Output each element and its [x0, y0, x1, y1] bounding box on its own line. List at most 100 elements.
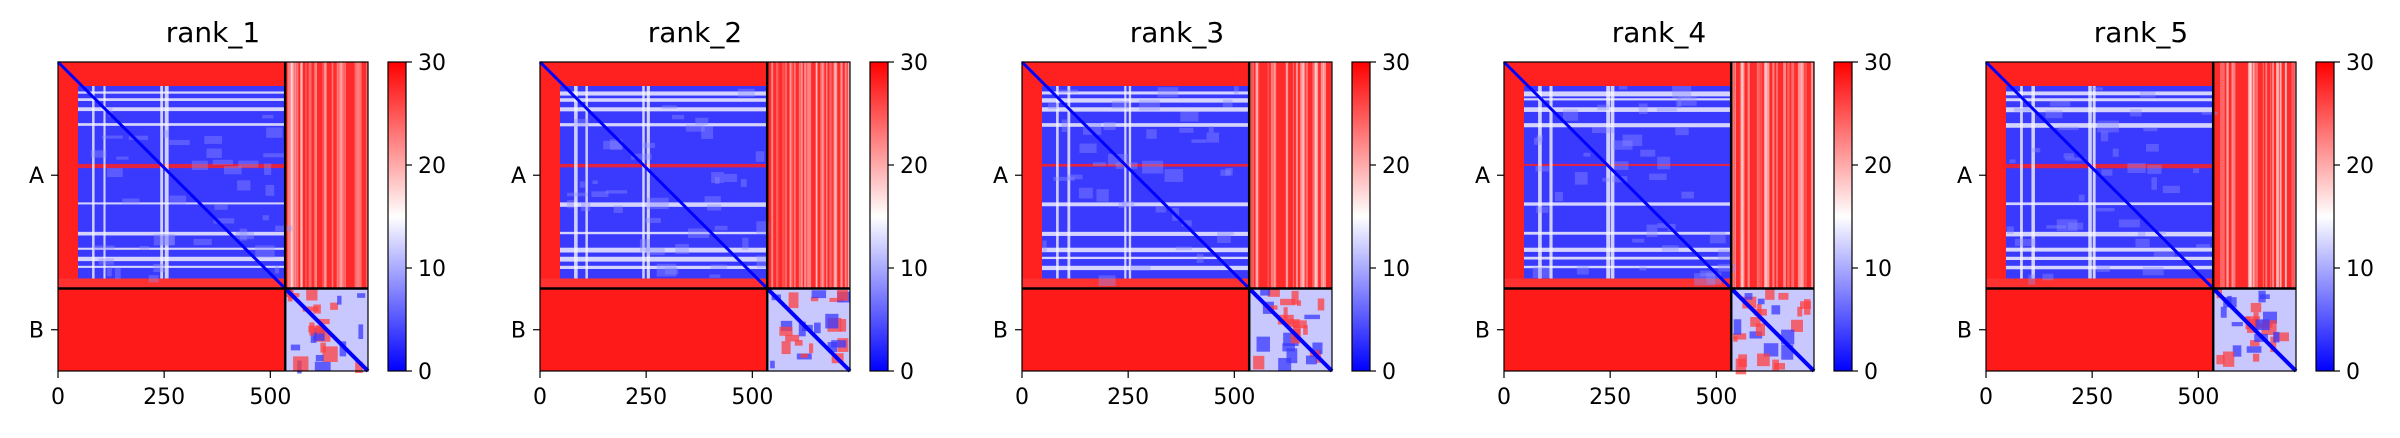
heatmap-panel: rank_3 0 250 500 A B 0 10 20 30 — [993, 16, 1410, 410]
texture-speckle — [2063, 153, 2074, 158]
x-tick-label: 500 — [1695, 385, 1737, 410]
texture-speckle — [1733, 319, 1742, 335]
texture-speckle — [2100, 131, 2109, 142]
texture-stripe — [1767, 62, 1770, 289]
colorbar-tick-label: 10 — [900, 257, 928, 282]
texture-stripe — [1305, 62, 1308, 289]
heatmap-panel: rank_4 0 250 500 A B 0 10 20 30 — [1475, 16, 1892, 410]
texture-row — [1524, 231, 1732, 235]
texture-column — [2088, 86, 2092, 279]
texture-speckle — [829, 297, 844, 302]
texture-speckle — [1681, 191, 1694, 199]
texture-stripe — [315, 62, 317, 289]
texture-speckle — [685, 124, 705, 132]
texture-speckle — [358, 324, 364, 340]
texture-row — [1042, 107, 1250, 112]
x-tick-label: 250 — [1589, 385, 1631, 410]
texture-speckle — [116, 156, 129, 160]
texture-row — [1042, 265, 1250, 271]
texture-stripe — [340, 62, 342, 289]
diagonal-B — [765, 287, 852, 373]
y-tick-label: B — [993, 319, 1008, 344]
texture-speckle — [675, 243, 689, 255]
texture-speckle — [264, 163, 272, 175]
texture-speckle — [1139, 99, 1160, 111]
texture-speckle — [800, 353, 809, 358]
texture-stripe — [829, 62, 831, 289]
texture-speckle — [1265, 305, 1278, 310]
texture-speckle — [2137, 231, 2146, 237]
texture-speckle — [1283, 307, 1288, 322]
texture-speckle — [642, 142, 655, 149]
texture-column — [574, 86, 578, 279]
texture-row — [78, 91, 286, 94]
texture-stripe — [290, 62, 293, 289]
texture-speckle — [2249, 340, 2260, 347]
texture-speckle — [2142, 266, 2164, 276]
texture-row — [1042, 163, 1250, 167]
texture-speckle — [191, 160, 208, 171]
axes-frame — [57, 61, 369, 372]
diagonal-B — [1247, 287, 1334, 373]
texture-speckle — [238, 160, 259, 168]
heatmap-panel: rank_1 0 250 500 A B 0 10 20 30 — [29, 16, 446, 410]
texture-speckle — [566, 200, 574, 209]
colorbar-tick-label: 0 — [2346, 360, 2360, 385]
texture-speckle — [2196, 244, 2210, 249]
texture-speckle — [302, 306, 319, 312]
texture-stripe — [784, 62, 788, 289]
texture-speckle — [839, 319, 847, 332]
x-tick-label: 0 — [1497, 385, 1511, 410]
texture-speckle — [1757, 303, 1762, 315]
texture-speckle — [1778, 292, 1789, 300]
y-tick-label: A — [1475, 164, 1490, 189]
texture-speckle — [314, 361, 331, 372]
texture-stripe — [2220, 62, 2223, 289]
texture-speckle — [715, 176, 720, 184]
texture-stripe — [1811, 62, 1813, 289]
texture-column — [2092, 86, 2096, 279]
x-tick-label: 250 — [143, 385, 185, 410]
texture-speckle — [2091, 87, 2103, 91]
texture-speckle — [603, 140, 623, 150]
texture-stripe — [2284, 62, 2287, 289]
texture-speckle — [1576, 265, 1589, 275]
texture-speckle — [665, 267, 679, 275]
texture-stripe — [1320, 62, 1324, 289]
texture-stripe — [1734, 62, 1736, 289]
texture-speckle — [1058, 89, 1079, 93]
texture-speckle — [128, 135, 149, 140]
texture-edge — [1986, 278, 2214, 289]
texture-speckle — [639, 239, 650, 252]
texture-speckle — [1750, 317, 1761, 327]
texture-edge — [1504, 278, 1732, 289]
texture-speckle — [1129, 265, 1151, 271]
texture-stripe — [807, 62, 811, 289]
texture-speckle — [1303, 325, 1308, 335]
texture-speckle — [591, 191, 609, 198]
texture-stripe — [1272, 62, 1274, 289]
texture-speckle — [1755, 323, 1766, 336]
texture-speckle — [2201, 111, 2218, 115]
texture-row — [1524, 123, 1732, 128]
colorbar-tick-label: 20 — [2346, 154, 2374, 179]
texture-speckle — [2096, 207, 2115, 212]
diagonal-B — [2211, 287, 2298, 373]
texture-speckle — [214, 204, 228, 210]
texture-speckle — [1771, 305, 1781, 315]
texture-speckle — [1797, 306, 1803, 317]
texture-speckle — [2045, 110, 2063, 119]
texture-speckle — [1122, 201, 1135, 207]
texture-speckle — [159, 235, 176, 246]
texture-speckle — [1079, 143, 1097, 153]
texture-speckle — [825, 313, 839, 329]
x-tick-label: 0 — [51, 385, 65, 410]
texture-speckle — [2042, 273, 2054, 281]
texture-speckle — [810, 296, 819, 302]
texture-edge — [58, 62, 286, 86]
texture-edge — [1504, 62, 1732, 86]
texture-speckle — [1649, 173, 1667, 181]
texture-stripe — [297, 62, 299, 289]
texture-row — [2006, 231, 2214, 237]
texture-row — [560, 91, 768, 96]
